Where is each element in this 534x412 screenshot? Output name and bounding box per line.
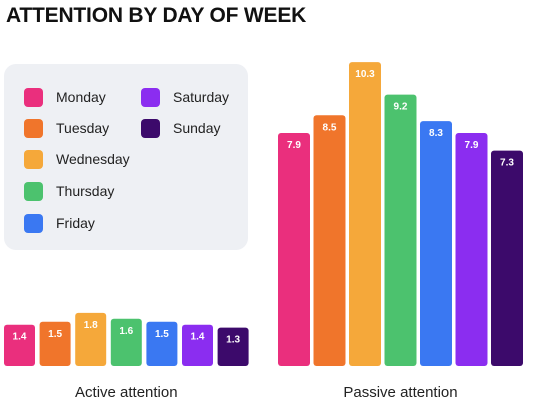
legend-item-saturday: Saturday [141, 86, 229, 108]
bar-active-attention-monday [4, 324, 35, 366]
bar-active-attention-tuesday [39, 321, 71, 366]
bar-active-attention-friday [146, 321, 178, 366]
bar-label-passive-attention-saturday: 7.9 [465, 140, 479, 151]
legend-item-wednesday: Wednesday [24, 148, 130, 170]
legend-label-thursday: Thursday [56, 183, 115, 199]
bar-label-passive-attention-monday: 7.9 [287, 140, 301, 151]
bar-label-passive-attention-wednesday: 10.3 [355, 69, 375, 80]
legend-label-wednesday: Wednesday [56, 151, 130, 167]
bar-label-active-attention-monday: 1.4 [13, 332, 27, 343]
bar-label-active-attention-thursday: 1.6 [119, 326, 133, 337]
legend-item-thursday: Thursday [24, 180, 114, 202]
bar-label-active-attention-friday: 1.5 [155, 329, 169, 340]
bar-passive-attention-sunday [491, 150, 523, 366]
legend-swatch-monday [24, 87, 43, 107]
legend-label-monday: Monday [56, 89, 106, 105]
bar-label-active-attention-tuesday: 1.5 [48, 329, 62, 340]
bar-label-passive-attention-sunday: 7.3 [500, 158, 514, 169]
bar-passive-attention-wednesday [349, 62, 381, 367]
bar-active-attention-wednesday [75, 312, 107, 366]
bar-active-attention-saturday [182, 324, 213, 366]
group-label-active-attention: Active attention [75, 384, 178, 401]
legend-item-friday: Friday [24, 212, 95, 234]
legend-swatch-friday [24, 213, 43, 233]
legend-label-saturday: Saturday [173, 89, 230, 105]
bar-passive-attention-friday [420, 121, 452, 367]
bar-active-attention-sunday [217, 327, 249, 366]
bar-label-active-attention-saturday: 1.4 [191, 332, 205, 343]
bar-label-passive-attention-friday: 8.3 [429, 128, 443, 139]
bar-passive-attention-saturday [455, 132, 488, 366]
bar-label-active-attention-sunday: 1.3 [226, 335, 240, 346]
legend-label-sunday: Sunday [173, 120, 221, 136]
bar-active-attention-thursday [110, 318, 142, 366]
legend-label-friday: Friday [56, 215, 95, 231]
legend-swatch-wednesday [24, 149, 43, 169]
chart-title: ATTENTION BY DAY OF WEEK [6, 4, 307, 27]
bar-passive-attention-monday [278, 132, 310, 366]
bar-label-active-attention-wednesday: 1.8 [84, 320, 98, 331]
legend: Monday Tuesday Wednesday Thursday Friday… [4, 64, 248, 250]
legend-swatch-tuesday [24, 118, 43, 138]
bar-passive-attention-tuesday [313, 115, 346, 366]
bar-label-passive-attention-tuesday: 8.5 [323, 122, 337, 133]
legend-item-sunday: Sunday [141, 117, 220, 139]
legend-swatch-saturday [141, 87, 160, 107]
legend-label-tuesday: Tuesday [56, 120, 110, 136]
group-label-passive-attention: Passive attention [343, 384, 457, 401]
bar-passive-attention-thursday [384, 94, 417, 366]
legend-swatch-thursday [24, 181, 43, 201]
legend-item-tuesday: Tuesday [24, 117, 109, 139]
legend-item-monday: Monday [24, 86, 106, 108]
bar-label-passive-attention-thursday: 9.2 [394, 102, 408, 113]
legend-swatch-sunday [141, 118, 160, 138]
